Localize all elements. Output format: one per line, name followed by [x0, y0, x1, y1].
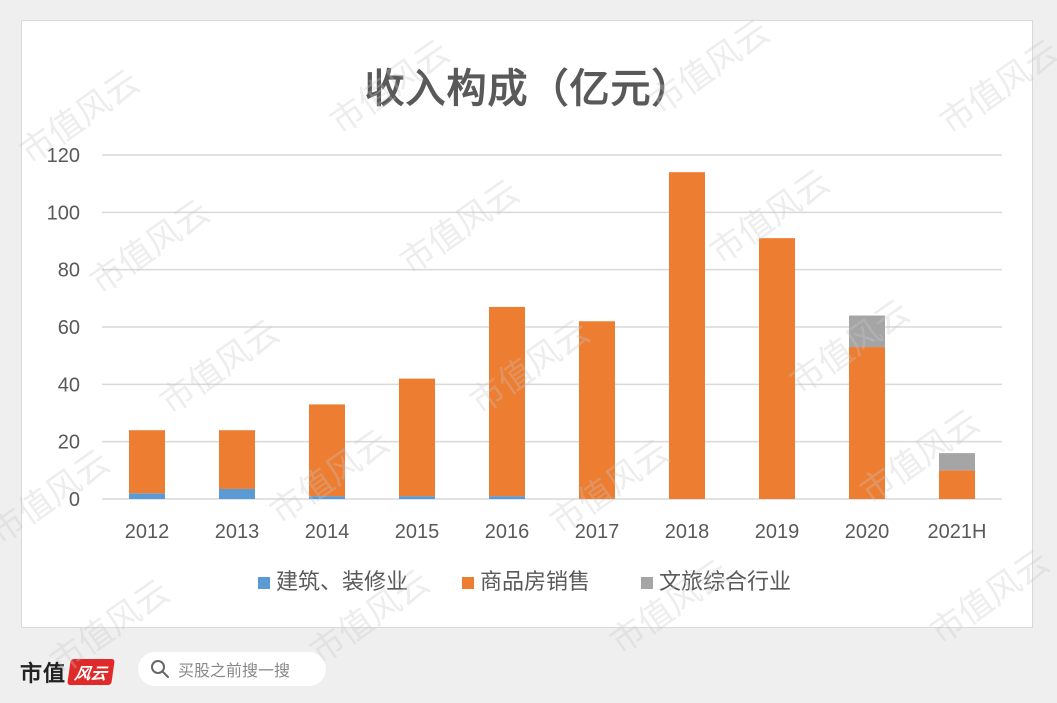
bar-segment [399, 496, 435, 499]
bar-segment [939, 453, 975, 471]
bar-segment [489, 496, 525, 499]
y-tick-label: 0 [69, 489, 80, 511]
search-placeholder: 买股之前搜一搜 [178, 661, 291, 680]
bar-segment [939, 470, 975, 499]
legend-swatch [641, 577, 653, 589]
chart-title: 收入构成（亿元） [364, 66, 693, 112]
y-tick-label: 20 [58, 432, 80, 454]
chart-canvas: 0 20 40 60 80 100 120 2012 2013 2014 2015 2016 2017 2… [47, 145, 1002, 595]
brand-name: 市值 [20, 662, 67, 687]
search-bar[interactable]: 买股之前搜一搜 [138, 652, 326, 686]
x-tick-label: 2020 [845, 521, 890, 543]
bar-segment [309, 404, 345, 497]
search-icon [151, 660, 169, 678]
legend-swatch [462, 577, 474, 589]
bar-segment [489, 306, 525, 497]
bar-segment [399, 378, 435, 497]
bar-segment [129, 430, 165, 494]
legend-label: 建筑、装修业 [276, 570, 408, 595]
legend-swatch [258, 577, 270, 589]
bar-segment [309, 496, 345, 499]
x-tick-label: 2018 [665, 521, 710, 543]
bar-segment [129, 493, 165, 499]
brand-logo[interactable]: 市值 风云 [20, 656, 115, 688]
bar-segment [849, 347, 885, 499]
x-tick-label: 2019 [755, 521, 800, 543]
y-tick-label: 40 [58, 374, 80, 396]
legend-label: 商品房销售 [480, 570, 590, 595]
x-tick-label: 2021H [928, 521, 987, 543]
bar-segment [579, 321, 615, 499]
y-tick-label: 80 [58, 260, 80, 282]
bar-segment [849, 315, 885, 348]
x-tick-label: 2016 [485, 521, 530, 543]
y-tick-label: 60 [58, 317, 80, 339]
brand-seal: 风云 [67, 659, 115, 685]
footer-bar: 市值 风云 买股之前搜一搜 [0, 640, 1057, 703]
x-tick-label: 2015 [395, 521, 440, 543]
bar-segment [219, 430, 255, 489]
x-tick-label: 2014 [305, 521, 350, 543]
y-tick-label: 100 [47, 202, 80, 224]
x-tick-label: 2017 [575, 521, 620, 543]
bar-segment [219, 488, 255, 499]
legend-label: 文旅综合行业 [659, 570, 791, 595]
bar-segment [759, 238, 795, 499]
bar-segment [669, 172, 705, 499]
y-tick-label: 120 [47, 145, 80, 167]
x-tick-label: 2013 [215, 521, 260, 543]
x-tick-label: 2012 [125, 521, 170, 543]
